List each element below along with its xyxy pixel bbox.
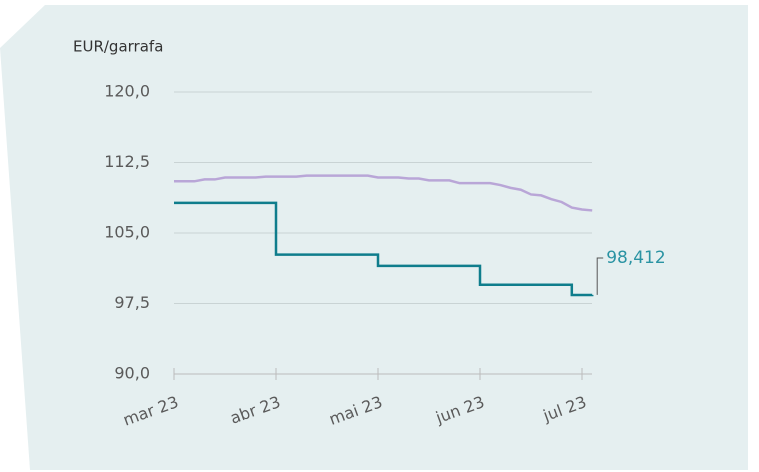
y-tick-label: 105,0	[104, 223, 150, 242]
y-tick-label: 97,5	[114, 293, 150, 312]
panel	[0, 5, 748, 470]
y-tick-label: 90,0	[114, 364, 150, 383]
y-tick-label: 112,5	[104, 152, 150, 171]
y-axis-label: EUR/garrafa	[73, 38, 163, 56]
line-series	[174, 174, 593, 212]
line-series	[174, 201, 594, 297]
data-label: 98,412	[606, 248, 665, 268]
label-leader	[596, 257, 604, 295]
y-tick-label: 120,0	[104, 82, 150, 101]
